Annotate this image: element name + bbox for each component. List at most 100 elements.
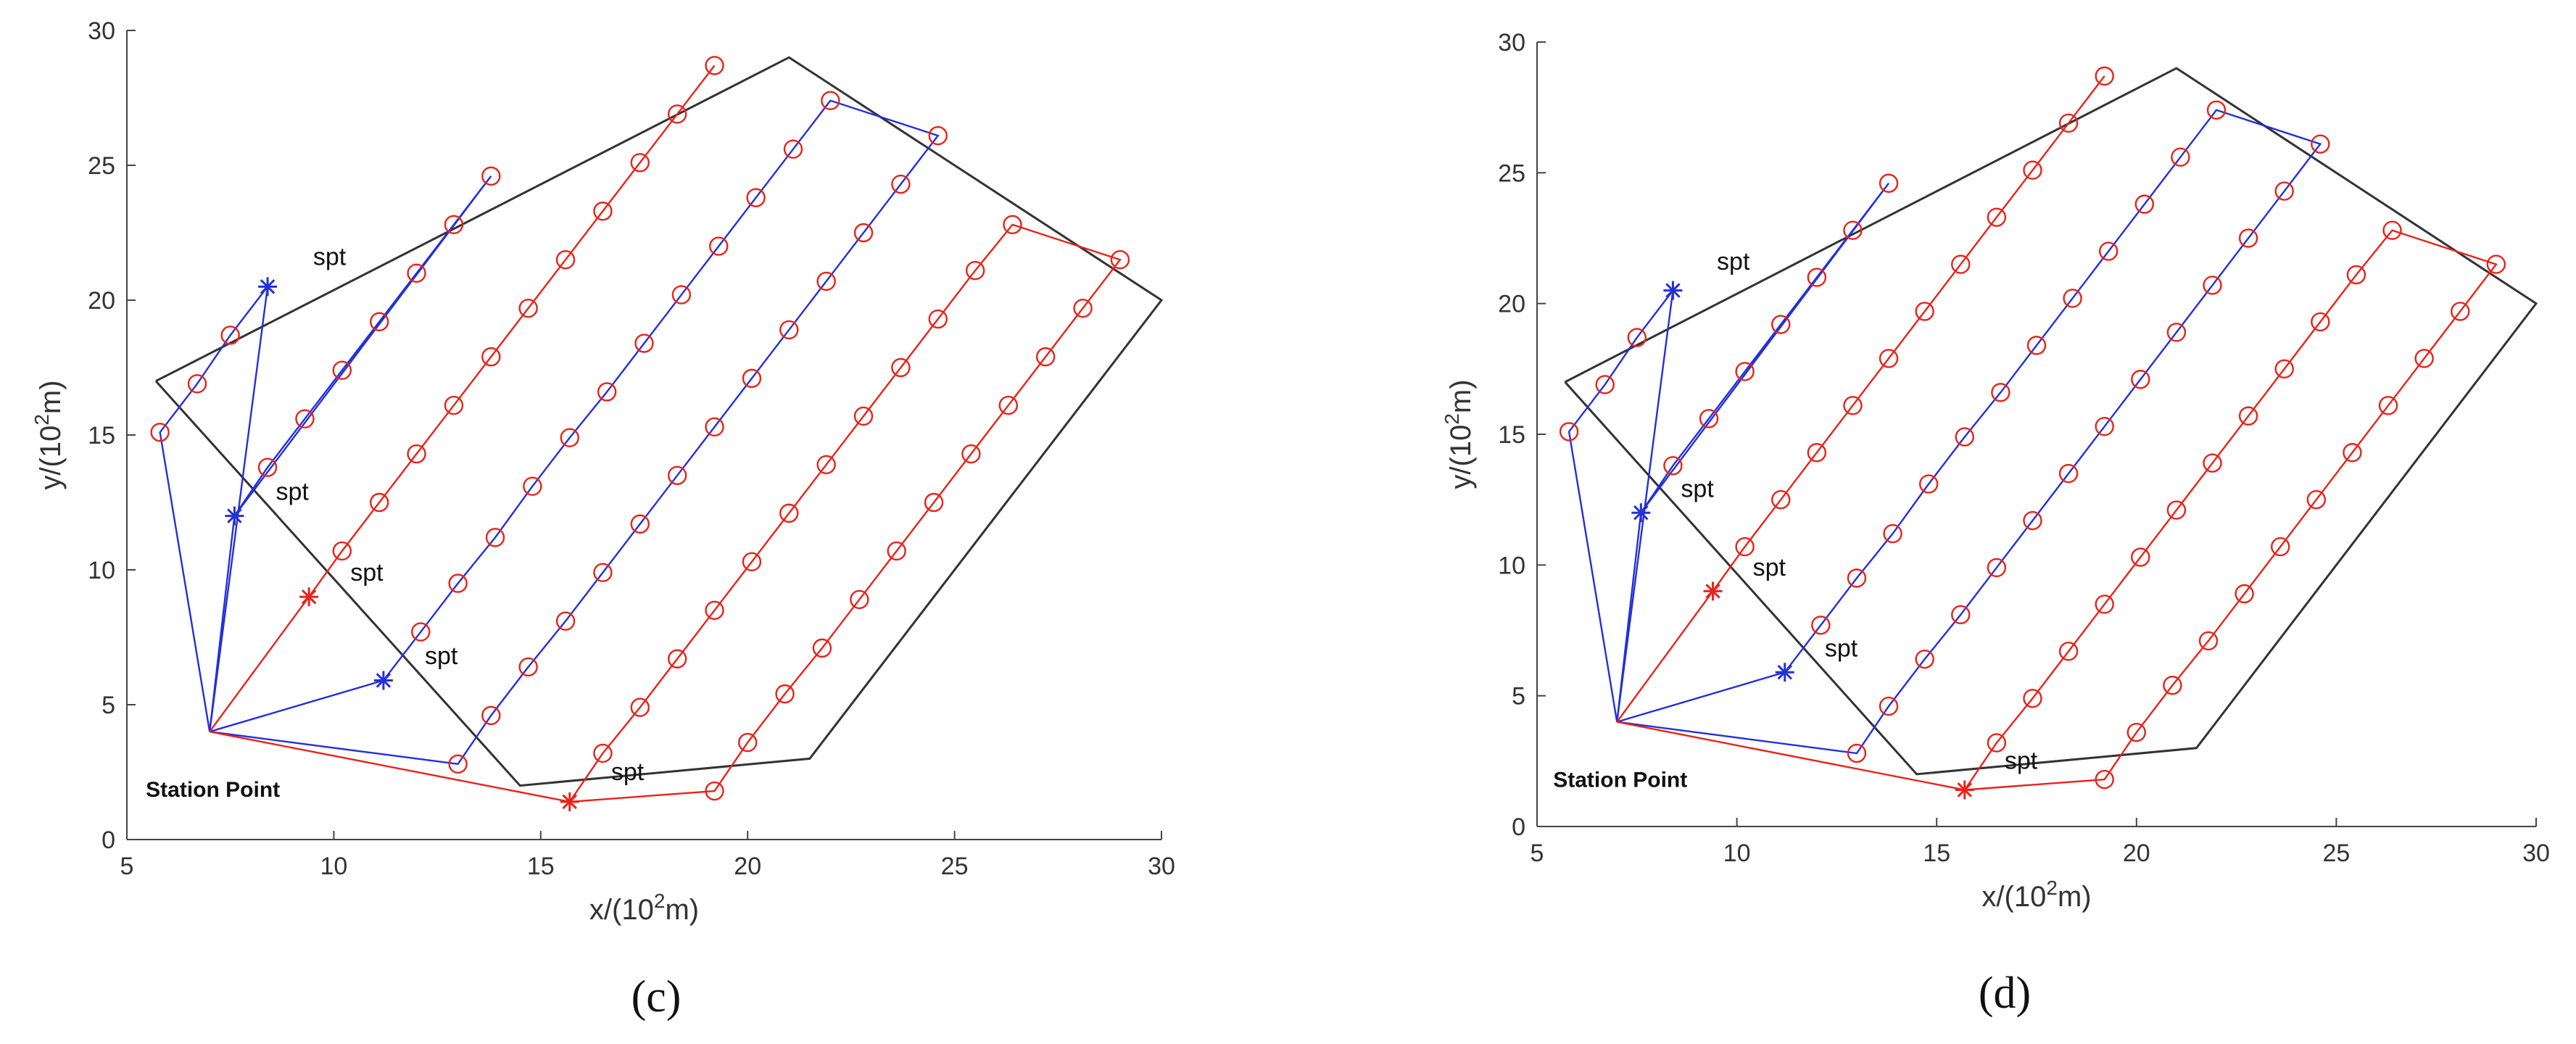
path-point-marker [928, 125, 948, 146]
spt-annotation: spt [1825, 635, 1858, 663]
path-point-marker [1879, 349, 1899, 368]
path-point-marker [1915, 302, 1934, 321]
path-point-marker [2238, 406, 2258, 426]
path-point-marker [2026, 336, 2047, 355]
path-point-marker [444, 395, 464, 415]
path-point-marker [1987, 733, 2007, 753]
spt-annotation: spt [276, 478, 309, 505]
spt-annotation: spt [611, 758, 645, 786]
path-point-marker [891, 357, 911, 378]
x-tick-label: 10 [320, 853, 347, 880]
y-tick-label: 30 [1498, 29, 1525, 57]
y-tick-label: 25 [1498, 160, 1525, 187]
path-point-marker [1807, 443, 1827, 463]
waypoint-asterisk-marker [373, 671, 393, 690]
asterisk-stroke [562, 794, 578, 810]
path-point-marker [775, 684, 795, 704]
path-point-marker [1991, 383, 2010, 402]
path-point-marker [1879, 173, 1899, 193]
path-point-marker [518, 298, 538, 318]
path-point-marker [887, 541, 906, 561]
y-tick-label: 5 [102, 692, 115, 719]
path-point-marker [1879, 696, 1899, 716]
path-point-marker [1951, 605, 1971, 625]
path-point-marker [150, 423, 170, 442]
path-point-marker [667, 649, 687, 668]
path-point-marker [2023, 689, 2042, 708]
path-point-marker [523, 476, 542, 496]
path-point-marker [1843, 220, 1863, 240]
waypoint-asterisk-marker [1631, 503, 1651, 523]
route-line-0 [159, 283, 269, 732]
y-tick-label: 25 [88, 152, 115, 180]
path-point-marker [2378, 396, 2398, 415]
x-tick-label: 20 [2123, 840, 2150, 867]
path-point-marker [448, 754, 468, 774]
path-point-marker [2095, 594, 2114, 614]
station-point-label: Station Point [146, 778, 280, 802]
path-point-marker [2099, 241, 2119, 261]
path-point-marker [2063, 289, 2082, 308]
x-tick-label: 10 [1723, 840, 1751, 867]
path-point-marker [2451, 302, 2470, 321]
x-tick-label: 30 [2522, 840, 2550, 867]
asterisk-stroke [227, 508, 242, 523]
path-point-marker [332, 360, 352, 380]
path-point-marker [630, 697, 650, 717]
path-point-marker [1918, 474, 1939, 494]
chart-panel-0: 5 10 15 20 25 30051015202530x/(102m)y/(102m)s… [30, 17, 1175, 926]
y-axis-label: y/(102m) [1441, 379, 1477, 489]
path-point-marker [407, 444, 426, 464]
asterisk-stroke [301, 589, 317, 605]
path-point-marker [448, 573, 468, 593]
path-point-marker [481, 347, 501, 367]
path-point-marker [2311, 134, 2330, 154]
path-point-marker [891, 174, 911, 194]
path-point-marker [2343, 443, 2362, 463]
x-tick-label: 15 [527, 853, 555, 880]
path-point-marker [1807, 268, 1827, 287]
path-point-marker [742, 552, 762, 572]
route-line-1 [1616, 183, 1890, 722]
path-point-marker [705, 600, 724, 620]
path-point-marker [1987, 207, 2007, 227]
path-point-marker [332, 541, 352, 561]
y-tick-label: 15 [1498, 421, 1525, 449]
path-point-marker [369, 492, 389, 513]
panel-caption-d: (d) [1978, 969, 2032, 1018]
path-point-marker [779, 503, 799, 523]
station-point-label: Station Point [1553, 768, 1687, 792]
path-point-marker [2166, 500, 2187, 520]
path-point-marker [1035, 347, 1056, 367]
asterisk-stroke [1665, 283, 1681, 298]
path-point-marker [1595, 375, 1615, 394]
path-point-marker [2058, 642, 2079, 661]
asterisk-stroke [1777, 664, 1792, 680]
waypoint-asterisk-marker [1663, 281, 1683, 300]
route-line-2 [1616, 75, 2105, 723]
path-point-marker [783, 139, 803, 159]
path-point-marker [1699, 409, 1719, 428]
path-point-marker [1987, 558, 2007, 578]
waypoint-asterisk-marker [1775, 663, 1794, 682]
path-point-marker [481, 705, 501, 726]
path-point-marker [1559, 422, 1579, 442]
path-point-marker [2023, 510, 2042, 531]
path-point-marker [1003, 215, 1022, 235]
asterisk-stroke [1957, 782, 1973, 798]
route-line-3 [1616, 109, 2322, 755]
path-point-marker [2131, 370, 2150, 389]
y-tick-label: 0 [1512, 813, 1525, 841]
path-point-marker [481, 166, 501, 186]
path-point-marker [816, 455, 836, 475]
path-point-marker [1735, 362, 1755, 381]
path-point-marker [2203, 453, 2222, 473]
path-point-marker [2274, 359, 2294, 379]
path-point-marker [1811, 616, 1831, 635]
path-point-marker [1847, 568, 1867, 588]
path-point-marker [705, 417, 724, 437]
path-point-marker [593, 743, 613, 763]
path-point-marker [737, 732, 758, 753]
chart-panel-1: 5 10 15 20 25 30051015202530x/(102m)y/(102m)s… [1441, 29, 2550, 913]
spt-annotation: spt [313, 244, 347, 271]
